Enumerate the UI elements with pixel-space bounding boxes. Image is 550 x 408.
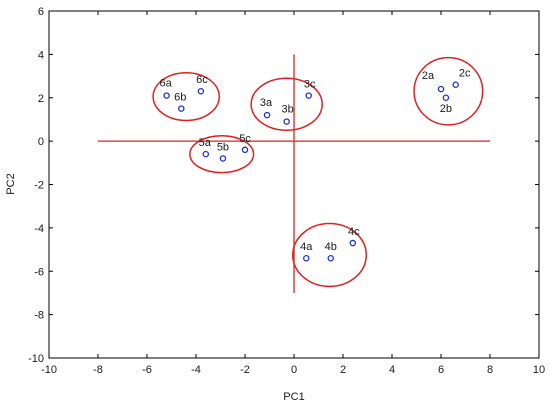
cluster-ellipse — [413, 56, 484, 126]
point-label: 4b — [325, 241, 337, 253]
y-tick-label: 2 — [38, 93, 44, 105]
data-point — [349, 239, 357, 247]
point-label: 6a — [159, 78, 172, 90]
point-label: 5c — [239, 133, 251, 145]
x-tick-label: -2 — [240, 364, 250, 376]
point-label: 2a — [422, 70, 435, 82]
point-label: 2b — [440, 103, 452, 115]
y-tick-label: -8 — [34, 310, 44, 322]
point-label: 3c — [304, 79, 316, 91]
point-label: 4a — [300, 241, 313, 253]
cluster-ellipse — [189, 134, 255, 174]
x-axis-title: PC1 — [283, 391, 304, 403]
y-axis-title: PC2 — [5, 173, 17, 194]
x-tick-label: 10 — [533, 364, 545, 376]
x-tick-label: -6 — [142, 364, 152, 376]
x-tick-label: -8 — [93, 364, 103, 376]
cluster-ellipse — [250, 77, 323, 132]
point-label: 6c — [196, 74, 208, 86]
data-point — [178, 105, 185, 112]
data-point — [442, 94, 450, 102]
point-label: 3a — [260, 97, 273, 109]
data-point — [437, 85, 445, 93]
y-tick-label: 6 — [38, 6, 44, 18]
reference-lines — [98, 54, 490, 293]
data-point — [263, 111, 271, 119]
data-point — [241, 146, 249, 154]
data-point — [452, 81, 459, 88]
y-tick-label: -10 — [28, 353, 44, 365]
x-tick-label: -10 — [41, 364, 57, 376]
cluster-ellipses — [152, 56, 484, 288]
y-tick-label: -6 — [34, 266, 44, 278]
x-tick-label: 6 — [438, 364, 444, 376]
y-tick-label: 0 — [38, 136, 44, 148]
point-label: 3b — [282, 104, 294, 116]
point-label: 4c — [348, 226, 360, 238]
data-point — [305, 92, 312, 99]
cluster-ellipse — [152, 72, 221, 122]
data-point — [302, 254, 310, 262]
x-tick-label: -4 — [191, 364, 201, 376]
x-tick-label: 4 — [389, 364, 395, 376]
data-point — [197, 87, 205, 95]
x-tick-label: 8 — [487, 364, 493, 376]
data-point — [327, 254, 334, 262]
data-point — [202, 150, 210, 158]
x-tick-label: 2 — [340, 364, 346, 376]
y-tick-label: 4 — [38, 49, 44, 61]
data-point — [283, 118, 290, 125]
point-label: 5a — [199, 137, 212, 149]
data-point — [163, 92, 170, 99]
x-tick-label: 0 — [291, 364, 297, 376]
y-tick-label: -2 — [34, 180, 44, 192]
point-label: 2c — [459, 68, 471, 80]
point-label: 6b — [174, 92, 186, 104]
y-tick-label: -4 — [34, 223, 44, 235]
axis-ticks: -10 -8 -6 -4 -2 0 2 4 6 8 10 -10 -8 -6 -4 -2 0 2 4 6 — [28, 6, 545, 376]
cluster-ellipse — [292, 222, 368, 288]
point-label: 5b — [217, 141, 229, 153]
data-point — [219, 155, 227, 162]
